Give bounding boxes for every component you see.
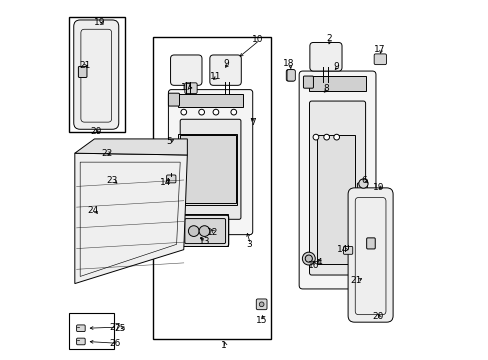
Circle shape — [198, 109, 204, 115]
FancyBboxPatch shape — [181, 215, 228, 247]
Bar — [308, 76, 365, 91]
FancyBboxPatch shape — [285, 69, 294, 81]
Text: 24: 24 — [87, 206, 98, 215]
FancyBboxPatch shape — [366, 238, 374, 249]
FancyBboxPatch shape — [168, 93, 179, 106]
Circle shape — [305, 255, 312, 262]
Text: 8: 8 — [323, 84, 329, 93]
Text: 4: 4 — [316, 258, 322, 267]
Text: 12: 12 — [207, 228, 218, 237]
FancyBboxPatch shape — [184, 219, 225, 244]
Circle shape — [302, 252, 315, 265]
Text: 7: 7 — [250, 118, 256, 127]
Text: 3: 3 — [245, 240, 251, 249]
Text: 20: 20 — [371, 312, 383, 321]
Circle shape — [323, 134, 329, 140]
Text: 25: 25 — [115, 324, 126, 333]
Text: 15: 15 — [255, 315, 267, 324]
FancyBboxPatch shape — [373, 54, 386, 64]
FancyBboxPatch shape — [357, 183, 366, 196]
FancyBboxPatch shape — [309, 42, 341, 71]
Text: 5: 5 — [165, 137, 171, 146]
Text: 1: 1 — [221, 341, 226, 350]
Circle shape — [358, 179, 367, 188]
Bar — [178, 134, 237, 205]
Text: 14: 14 — [159, 178, 170, 187]
Bar — [316, 135, 354, 264]
FancyBboxPatch shape — [184, 83, 197, 94]
FancyBboxPatch shape — [74, 20, 119, 129]
Text: 19: 19 — [94, 18, 105, 27]
Text: 10: 10 — [252, 36, 264, 45]
Text: 23: 23 — [106, 176, 117, 185]
Circle shape — [230, 109, 236, 115]
Circle shape — [213, 109, 218, 115]
FancyBboxPatch shape — [347, 188, 392, 322]
FancyBboxPatch shape — [286, 69, 295, 81]
Bar — [69, 18, 124, 132]
Polygon shape — [75, 153, 187, 284]
Circle shape — [181, 109, 186, 115]
Text: 22: 22 — [101, 149, 112, 158]
Text: 18: 18 — [282, 59, 294, 68]
Text: 27: 27 — [109, 323, 121, 332]
Polygon shape — [75, 139, 187, 155]
Bar — [178, 94, 242, 107]
Text: 16: 16 — [307, 261, 319, 270]
Text: 13: 13 — [198, 237, 210, 246]
Text: 14: 14 — [336, 245, 348, 254]
Bar — [180, 135, 235, 203]
Text: 11: 11 — [210, 72, 221, 81]
Text: 26: 26 — [109, 339, 121, 348]
Text: 17: 17 — [181, 83, 192, 92]
Text: 21: 21 — [349, 276, 361, 285]
Text: 2: 2 — [326, 35, 332, 44]
FancyBboxPatch shape — [77, 338, 85, 345]
Text: 19: 19 — [372, 183, 384, 192]
FancyBboxPatch shape — [170, 55, 202, 85]
FancyBboxPatch shape — [256, 299, 266, 310]
FancyBboxPatch shape — [168, 90, 252, 235]
Circle shape — [333, 134, 339, 140]
Circle shape — [199, 226, 209, 237]
FancyBboxPatch shape — [166, 175, 176, 183]
FancyBboxPatch shape — [303, 76, 313, 88]
Text: 6: 6 — [361, 176, 366, 185]
FancyBboxPatch shape — [343, 247, 352, 254]
Bar — [69, 313, 114, 348]
Bar — [153, 37, 271, 339]
FancyBboxPatch shape — [209, 55, 241, 85]
Text: 17: 17 — [373, 45, 385, 54]
Circle shape — [312, 134, 318, 140]
FancyBboxPatch shape — [77, 325, 85, 332]
Text: 9: 9 — [333, 62, 339, 71]
FancyBboxPatch shape — [180, 119, 241, 219]
Text: 21: 21 — [80, 61, 91, 70]
FancyBboxPatch shape — [309, 101, 365, 275]
Text: 20: 20 — [90, 127, 102, 136]
FancyBboxPatch shape — [299, 71, 375, 289]
Circle shape — [188, 226, 199, 237]
Bar — [182, 214, 228, 246]
FancyBboxPatch shape — [78, 66, 87, 77]
Circle shape — [259, 302, 264, 307]
Text: 9: 9 — [224, 59, 229, 68]
